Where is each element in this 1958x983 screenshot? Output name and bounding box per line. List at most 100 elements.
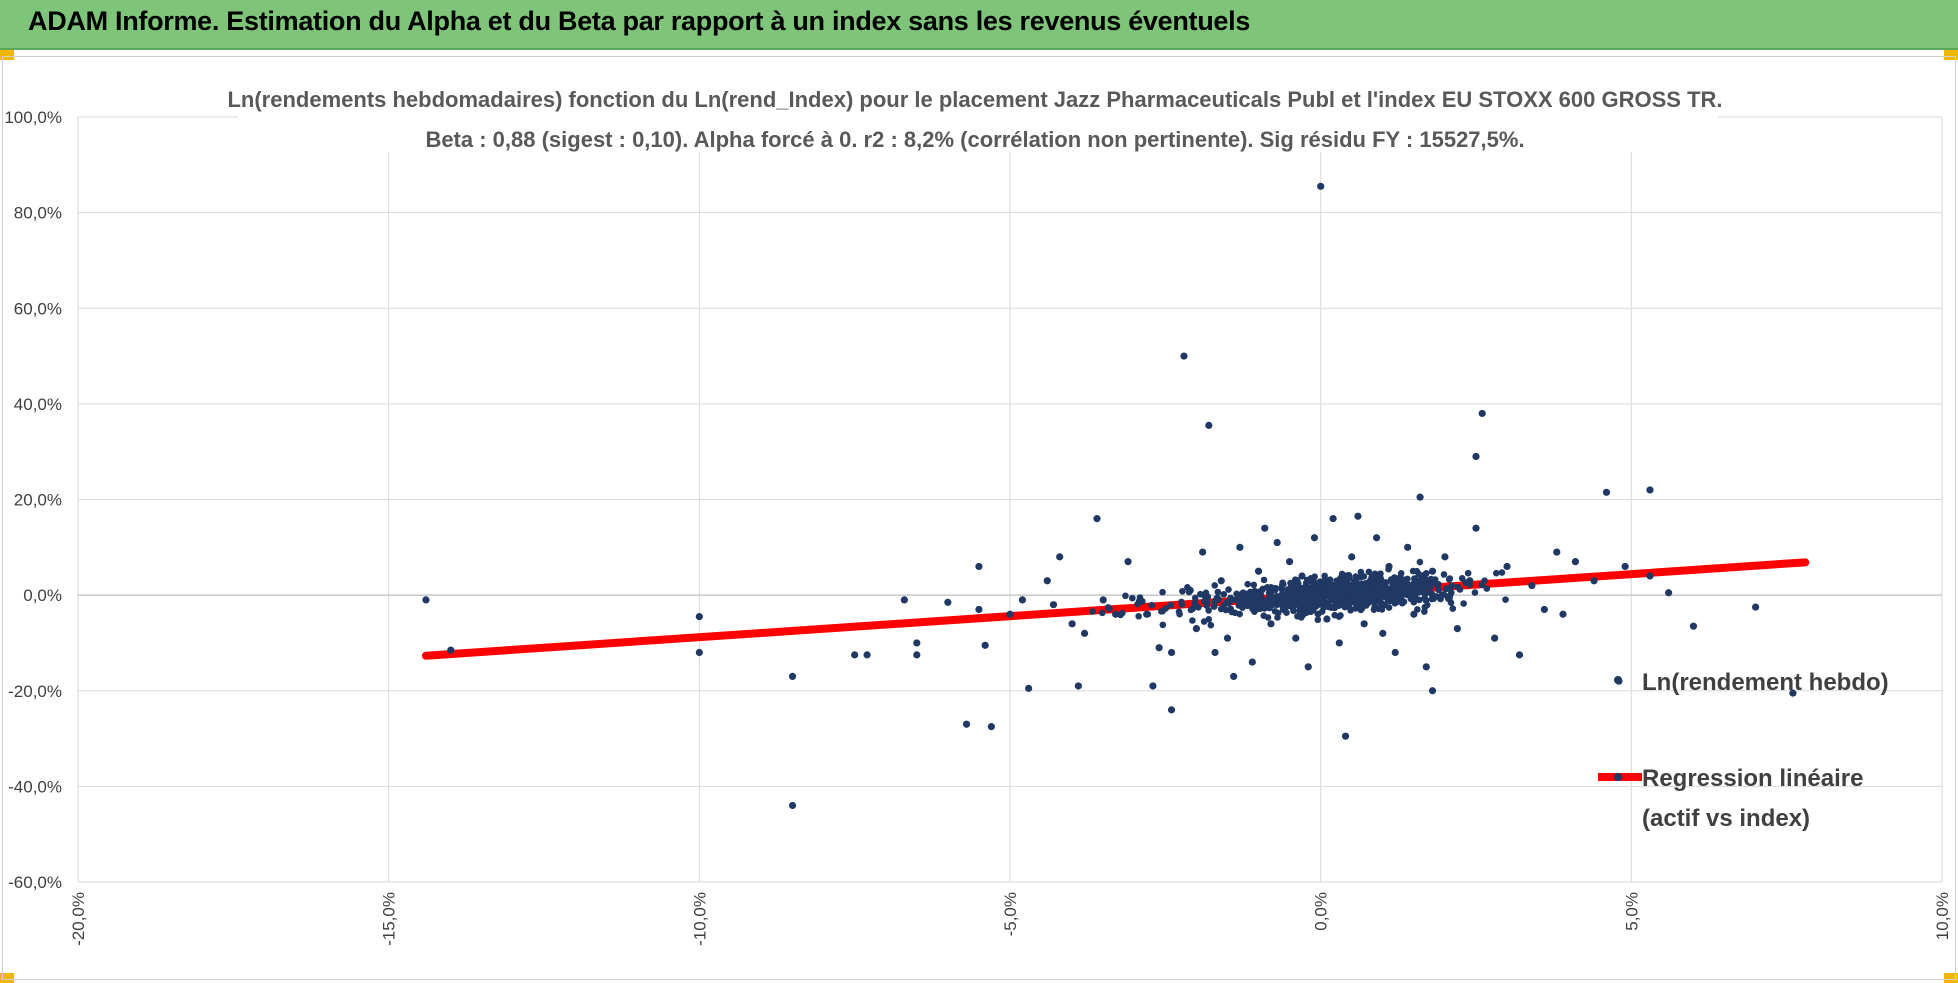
data-point — [1231, 609, 1239, 617]
data-point — [1176, 610, 1183, 618]
data-point — [1423, 601, 1431, 609]
data-point — [1349, 586, 1357, 594]
data-point — [1405, 588, 1413, 595]
data-point — [1112, 610, 1120, 618]
data-point — [1187, 606, 1195, 614]
data-point — [1389, 588, 1397, 595]
data-point — [1124, 558, 1132, 566]
data-point — [1335, 596, 1343, 604]
data-point — [1386, 597, 1394, 605]
data-point — [1433, 593, 1440, 600]
data-point — [1333, 585, 1340, 592]
data-point — [1341, 596, 1349, 604]
data-point — [1068, 620, 1076, 628]
data-point — [1323, 615, 1331, 623]
data-point — [1433, 581, 1441, 588]
data-point — [1458, 575, 1466, 582]
data-point — [1528, 581, 1536, 590]
data-point — [1391, 648, 1399, 657]
data-point — [1185, 588, 1193, 596]
data-point — [1460, 600, 1467, 607]
data-point — [1646, 572, 1654, 580]
data-point — [1266, 604, 1273, 612]
data-point — [1159, 621, 1167, 629]
data-point — [1440, 571, 1448, 578]
data-point — [1343, 579, 1351, 587]
data-point — [1223, 634, 1232, 642]
data-point — [1379, 629, 1387, 637]
data-point — [1324, 582, 1332, 589]
data-point — [1348, 553, 1356, 561]
data-point — [1265, 589, 1273, 597]
data-point — [1324, 599, 1332, 606]
data-point — [1411, 593, 1418, 600]
data-point — [1435, 586, 1442, 594]
data-point — [1540, 605, 1548, 614]
data-point — [1314, 588, 1321, 596]
data-point — [1292, 595, 1300, 603]
data-point — [1284, 591, 1291, 599]
y-tick-label: -40,0% — [8, 777, 62, 796]
data-point — [1201, 592, 1208, 600]
data-point — [1377, 576, 1385, 583]
data-point — [1298, 595, 1306, 603]
data-point — [1301, 600, 1309, 607]
data-point — [1178, 601, 1186, 608]
data-point — [1264, 614, 1272, 621]
axis-tick-labels: -60,0% -40,0% -20,0% 0,0% 20,0% 40,0% 60,0% 80,… — [4, 108, 1952, 946]
data-point — [1089, 608, 1096, 615]
data-point — [1571, 558, 1580, 566]
data-point — [1422, 589, 1429, 596]
data-point — [1441, 553, 1449, 561]
data-point — [1378, 606, 1386, 613]
data-point — [1377, 600, 1385, 607]
data-point — [1621, 562, 1629, 571]
data-point — [695, 648, 703, 657]
data-point — [1207, 621, 1215, 629]
data-point — [851, 651, 859, 659]
legend-line-dot — [1614, 773, 1622, 781]
data-point — [1416, 558, 1424, 566]
scatter-series — [422, 182, 1797, 810]
data-point — [1049, 601, 1058, 609]
data-point — [1404, 575, 1411, 583]
data-point — [1290, 607, 1297, 615]
data-point — [1179, 587, 1186, 595]
data-point — [1491, 634, 1499, 642]
data-point — [1025, 684, 1033, 692]
data-point — [1314, 616, 1322, 624]
y-tick-label: 100,0% — [4, 108, 62, 127]
data-point — [1043, 577, 1051, 585]
legend-label-regression: Regression linéaire — [1642, 765, 1863, 792]
legend-label-scatter: Ln(rendement hebdo) — [1642, 669, 1889, 696]
data-point — [1149, 682, 1157, 690]
data-point — [1411, 575, 1418, 582]
corner-marker-top-left — [0, 50, 14, 60]
data-point — [1438, 591, 1446, 599]
data-point — [1305, 585, 1312, 593]
data-point — [1345, 591, 1352, 599]
data-point — [1377, 570, 1384, 577]
x-tick-label: -10,0% — [690, 892, 709, 946]
data-point — [1288, 586, 1296, 594]
title-background — [238, 88, 1718, 152]
data-point — [975, 605, 983, 614]
data-point — [1478, 409, 1486, 418]
y-tick-label: 20,0% — [14, 491, 62, 510]
data-point — [1417, 576, 1424, 584]
data-point — [1199, 548, 1207, 556]
data-point — [1269, 597, 1277, 605]
data-point — [1294, 612, 1301, 620]
data-point — [1315, 580, 1323, 587]
data-point — [1227, 594, 1234, 602]
data-point — [1360, 620, 1368, 628]
data-point — [981, 641, 989, 649]
data-point — [1481, 577, 1488, 584]
x-tick-label: 0,0% — [1312, 892, 1331, 931]
data-point — [1416, 493, 1424, 501]
data-point — [1122, 592, 1129, 600]
data-point — [788, 801, 797, 810]
y-tick-label: 60,0% — [14, 299, 62, 318]
data-point — [1129, 594, 1136, 602]
